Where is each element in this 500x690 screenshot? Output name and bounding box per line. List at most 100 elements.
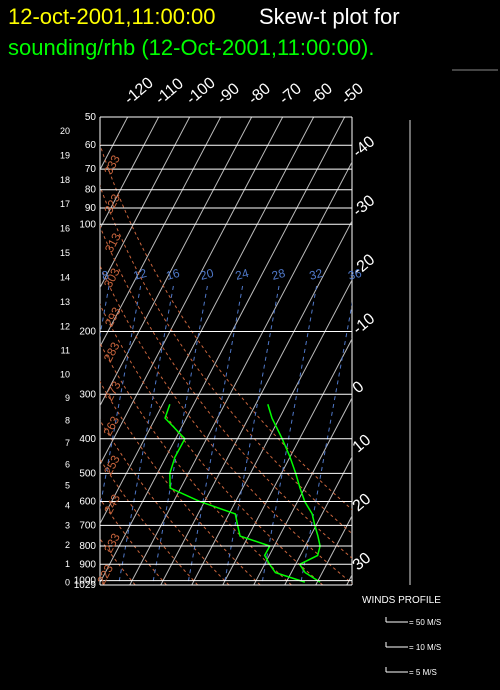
title-text: Skew-t plot for: [259, 4, 400, 29]
dry-adiabat: [100, 264, 352, 585]
height-label: 4: [65, 501, 70, 511]
dry-adiabat: [100, 143, 352, 511]
height-label: 11: [61, 346, 70, 356]
dry-adiabat: [100, 497, 167, 585]
isotherm: [100, 117, 191, 289]
isotherm: [346, 573, 352, 585]
height-label: 0: [65, 578, 70, 588]
pressure-label: 60: [85, 140, 97, 151]
pressure-label: 600: [79, 497, 96, 508]
pressure-label: 70: [85, 164, 97, 175]
isotherm-label: -50: [338, 80, 367, 108]
wind-legend-label: = 10 M/S: [409, 643, 441, 652]
dry-adiabat: [100, 380, 261, 585]
isotherm-label: 20: [350, 491, 375, 516]
dry-adiabat-label: 283: [101, 340, 123, 365]
isotherm-label: -80: [245, 80, 274, 108]
height-label: 5: [65, 480, 70, 490]
plot-area: [100, 117, 352, 585]
isotherm: [100, 117, 160, 230]
isotherm: [284, 455, 352, 585]
pressure-label: 1000: [74, 576, 97, 587]
height-label: 15: [60, 248, 70, 258]
sounding-trace: [267, 404, 321, 583]
isotherm: [191, 278, 352, 585]
isotherm: [129, 160, 352, 585]
dry-adiabat-label: 333: [101, 152, 123, 177]
isotherm-label: -60: [307, 80, 336, 108]
pressure-label: 400: [79, 434, 96, 445]
mixing-ratio-label: 36: [347, 266, 364, 283]
dry-adiabat: [100, 303, 324, 585]
mixing-ratio-line: [300, 301, 352, 585]
pressure-label: 50: [85, 112, 97, 123]
height-label: 16: [60, 224, 70, 234]
mixing-ratio-label: 20: [199, 266, 216, 283]
dry-adiabat-label: 263: [100, 414, 122, 439]
mixing-ratio-label: 24: [234, 266, 251, 283]
dry-adiabat-label: 233: [101, 531, 123, 556]
mixing-ratio-line: [223, 285, 280, 585]
subtitle: sounding/rhb (12-Oct-2001,11:00:00).: [8, 35, 375, 60]
title-time: 12-oct-2001,11:00:00: [8, 4, 216, 29]
height-label: 9: [65, 393, 70, 403]
height-label: 12: [60, 321, 70, 331]
wind-legend-label: = 50 M/S: [409, 618, 441, 627]
isotherm: [160, 219, 352, 585]
wind-legend-label: = 5 M/S: [409, 668, 437, 677]
mixing-ratio-line: [152, 285, 208, 585]
isotherm-label: -110: [152, 75, 187, 108]
height-label: 6: [65, 459, 70, 469]
pressure-label: 700: [79, 520, 96, 531]
mixing-ratio-label: 8: [100, 268, 110, 283]
mixing-ratio-line: [118, 285, 174, 585]
dry-adiabat-label: 243: [101, 492, 123, 517]
pressure-label: 800: [79, 541, 96, 552]
height-label: 19: [60, 150, 70, 160]
height-label: 3: [65, 521, 70, 531]
isotherm: [100, 117, 315, 525]
mixing-ratio-label: 28: [270, 266, 287, 283]
pressure-label: 100: [79, 219, 96, 230]
pressure-label: 900: [79, 559, 96, 570]
height-label: 7: [65, 438, 70, 448]
dry-adiabat: [100, 419, 230, 585]
height-label: 18: [60, 175, 70, 185]
isotherm: [100, 117, 222, 348]
isotherm-label: 10: [350, 432, 375, 457]
isotherm: [100, 117, 346, 584]
mixing-ratio-line: [187, 285, 244, 585]
dry-adiabat-label: 313: [102, 230, 124, 255]
dry-adiabat-label: 273: [102, 379, 124, 404]
mixing-ratio-label: 16: [165, 266, 182, 283]
dry-adiabat-label: 323: [101, 191, 123, 216]
winds-title: WINDS PROFILE: [362, 595, 441, 606]
isotherm-label: -40: [350, 133, 379, 161]
isotherm-label: -120: [121, 74, 157, 108]
pressure-label: 500: [79, 468, 96, 479]
mixing-ratio-line: [261, 285, 318, 585]
pressure-label: 300: [79, 389, 96, 400]
pressure-label: 200: [79, 327, 96, 338]
isotherm: [222, 337, 352, 585]
dry-adiabat: [100, 184, 352, 535]
isotherm-label: -90: [214, 80, 243, 108]
isotherm-label: -70: [276, 80, 305, 108]
height-label: 2: [65, 540, 70, 550]
height-label: 20: [60, 126, 70, 136]
isotherm-label: 30: [350, 550, 375, 575]
height-label: 13: [60, 297, 70, 307]
isotherm: [253, 396, 352, 585]
pressure-label: 1029: [74, 580, 97, 591]
height-label: 14: [60, 272, 70, 282]
mixing-ratio-line: [100, 285, 142, 510]
isotherm-label: -10: [350, 310, 379, 338]
dry-adiabat-label: 223: [94, 562, 116, 587]
height-label: 17: [60, 199, 70, 209]
height-label: 8: [65, 416, 70, 426]
isotherm: [100, 117, 284, 466]
isotherm-label: -30: [350, 192, 379, 220]
dry-adiabat: [100, 458, 199, 585]
